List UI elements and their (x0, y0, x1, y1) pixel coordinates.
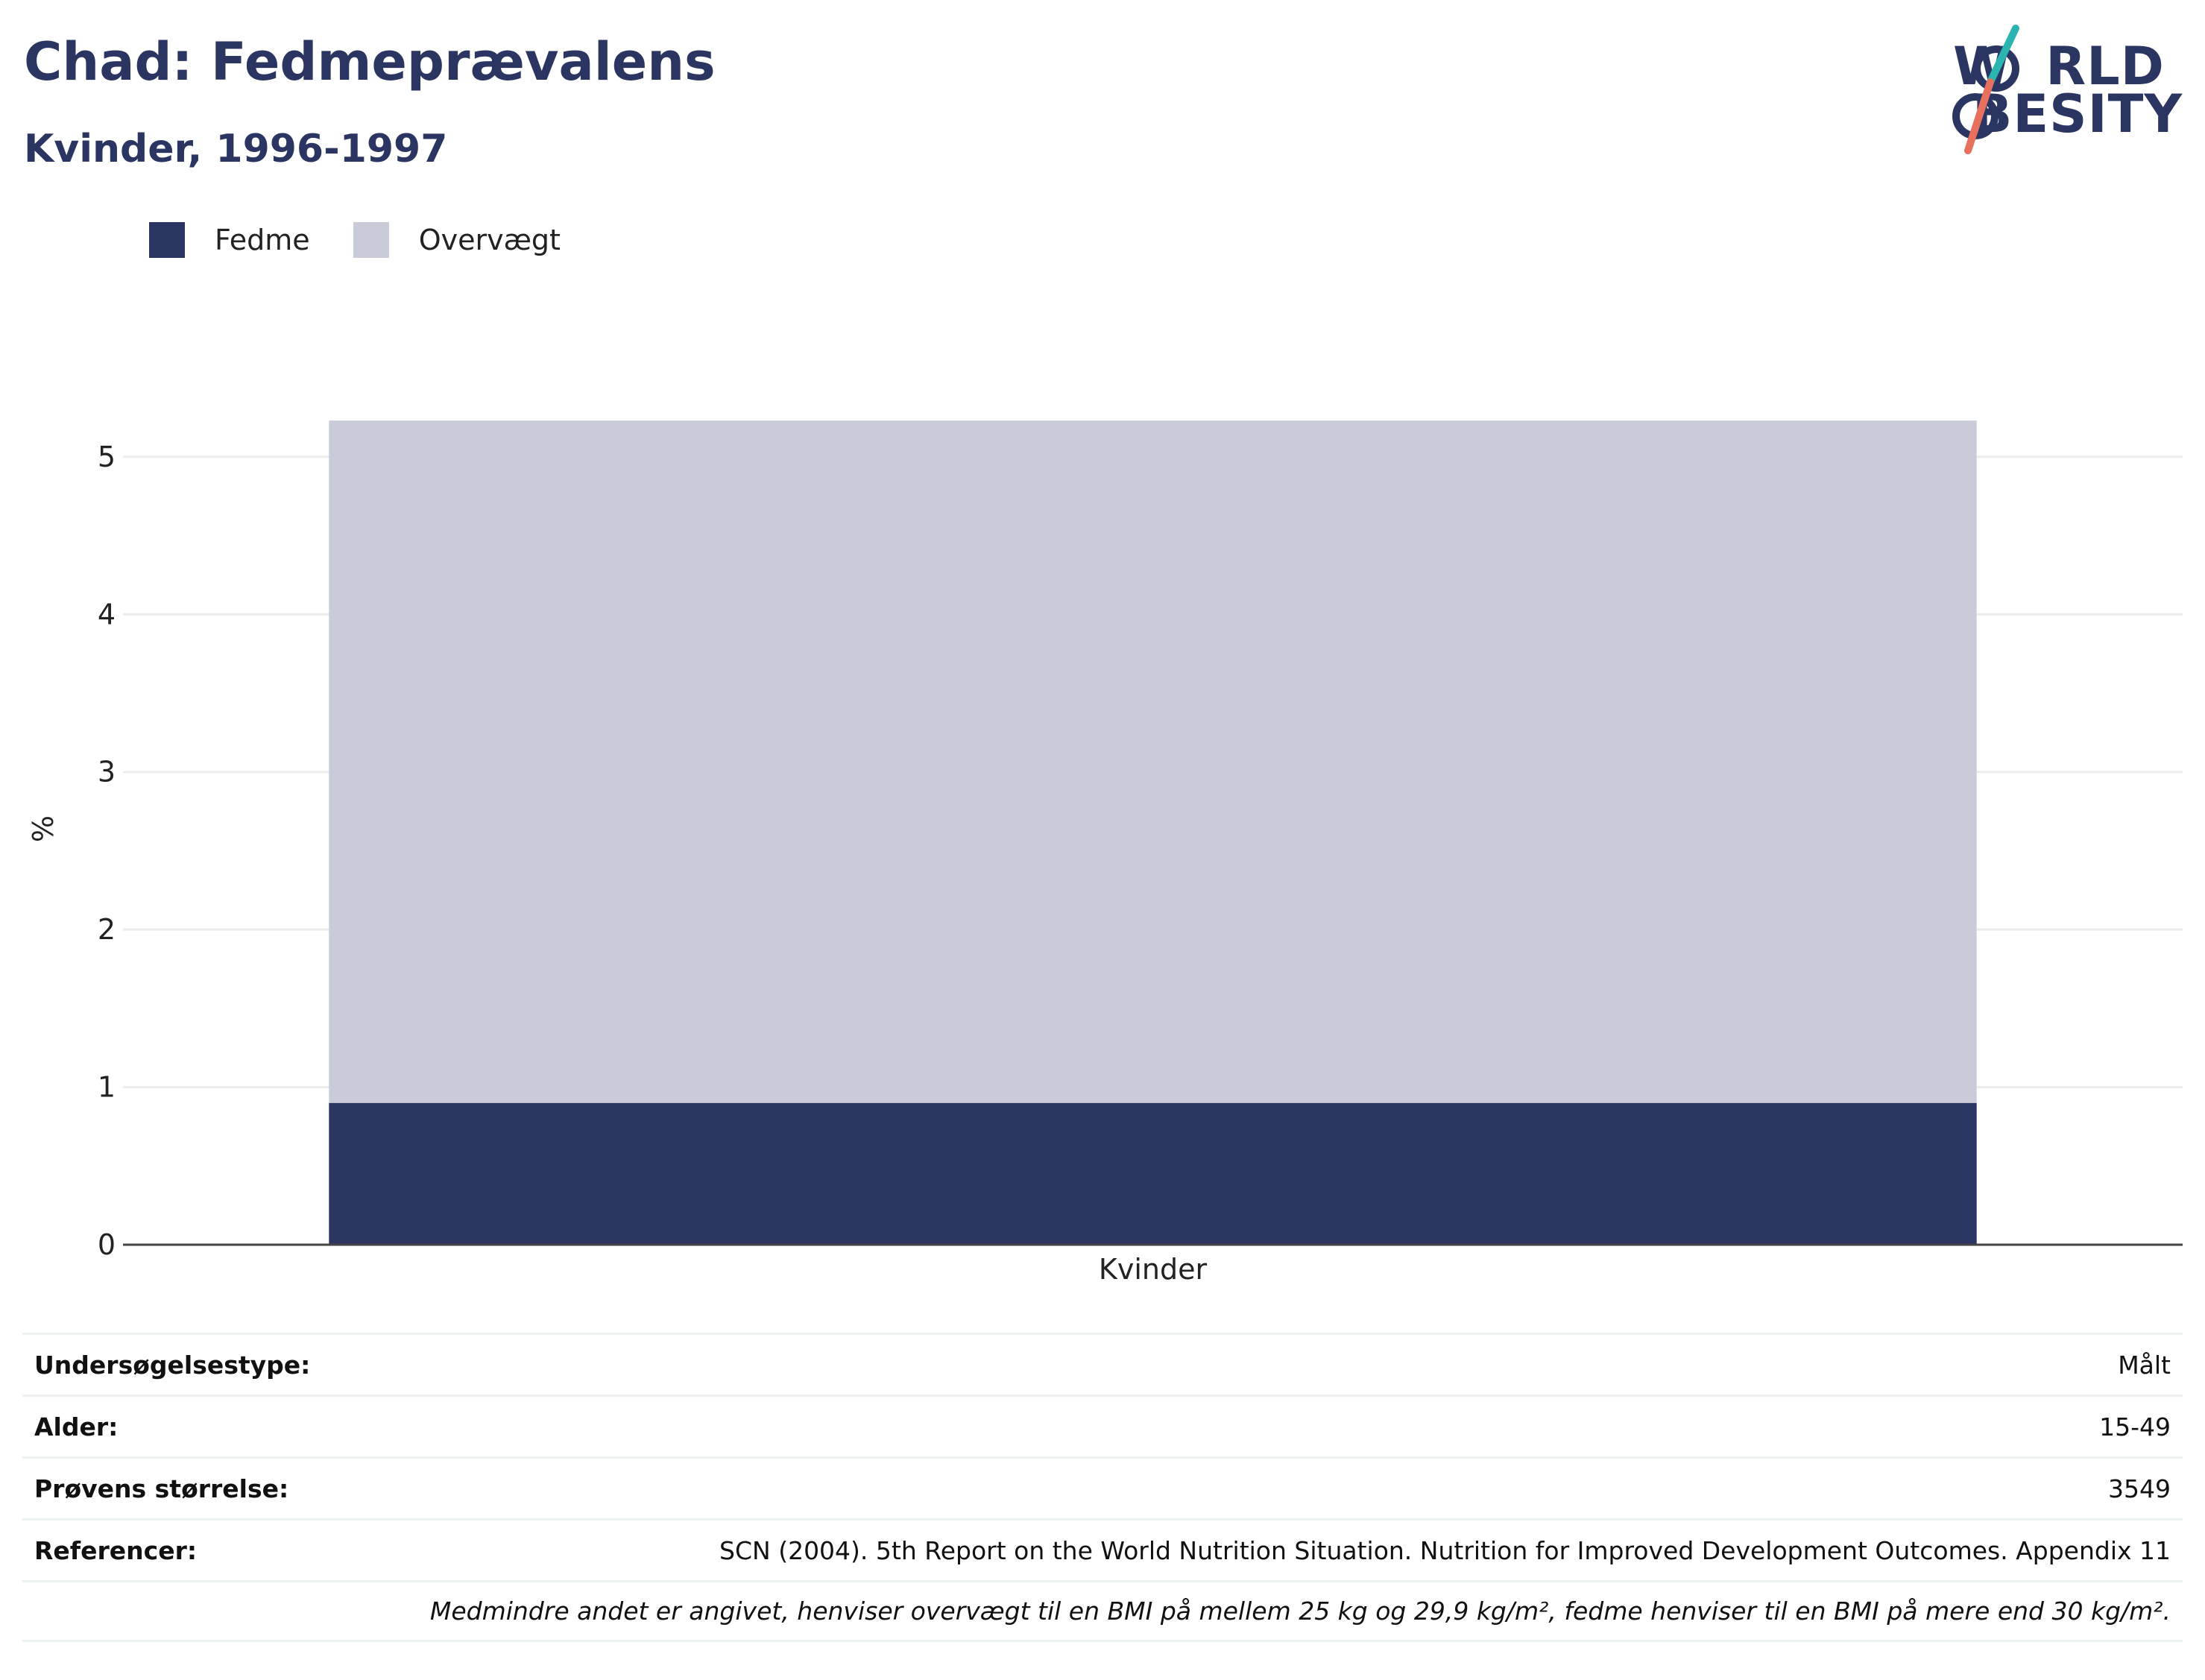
legend-label-overvaegt: Overvægt (418, 224, 561, 256)
info-row-sample-size: Prøvens størrelse: 3549 (22, 1456, 2183, 1518)
info-value: Målt (2118, 1350, 2171, 1380)
bar-fedme (329, 1102, 1977, 1245)
bar-overvaegt (329, 420, 1977, 1103)
info-row-note: Medmindre andet er angivet, henviser ove… (22, 1580, 2183, 1642)
world-obesity-logo: W RLD BESITY (1938, 22, 2184, 157)
info-value: SCN (2004). 5th Report on the World Nutr… (719, 1535, 2171, 1565)
x-tick-label: Kvinder (1099, 1253, 1208, 1286)
chart-bars (329, 420, 1977, 1245)
logo-text-line2: BESITY (1972, 83, 2183, 145)
info-key: Referencer: (34, 1535, 198, 1565)
legend-item-fedme[interactable]: Fedme (149, 222, 310, 258)
y-tick-label: 2 (98, 913, 116, 946)
legend-label-fedme: Fedme (215, 224, 310, 256)
y-tick-label: 4 (98, 598, 116, 631)
chart-legend: Fedme Overvægt (149, 221, 604, 259)
y-tick-label: 1 (98, 1071, 116, 1104)
info-row-survey-type: Undersøgelsestype: Målt (22, 1333, 2183, 1395)
info-key: Prøvens størrelse: (34, 1474, 289, 1503)
info-table: Undersøgelsestype: Målt Alder: 15-49 Prø… (22, 1333, 2183, 1642)
bar-chart: 0 1 2 3 4 5 Kvinder (98, 420, 2183, 1286)
page-subtitle: Kvinder, 1996-1997 (24, 127, 448, 171)
info-key: Alder: (34, 1412, 119, 1441)
info-row-references: Referencer: SCN (2004). 5th Report on th… (22, 1518, 2183, 1580)
legend-swatch-fedme (149, 222, 185, 258)
info-value: 15-49 (2099, 1412, 2171, 1441)
y-tick-label: 5 (98, 440, 116, 473)
page-title: Chad: Fedmeprævalens (24, 31, 716, 92)
legend-swatch-overvaegt (353, 222, 389, 258)
definition-note: Medmindre andet er angivet, henviser ove… (429, 1597, 2171, 1626)
x-axis-ticks: Kvinder (1099, 1253, 1208, 1286)
y-axis-ticks: 0 1 2 3 4 5 (98, 440, 116, 1261)
y-tick-label: 3 (98, 756, 116, 789)
info-row-age: Alder: 15-49 (22, 1395, 2183, 1456)
logo-slash-icon (1952, 25, 2019, 154)
info-key: Undersøgelsestype: (34, 1350, 311, 1380)
info-value: 3549 (2108, 1474, 2171, 1503)
legend-item-overvaegt[interactable]: Overvægt (353, 222, 561, 258)
y-tick-label: 0 (98, 1228, 116, 1261)
